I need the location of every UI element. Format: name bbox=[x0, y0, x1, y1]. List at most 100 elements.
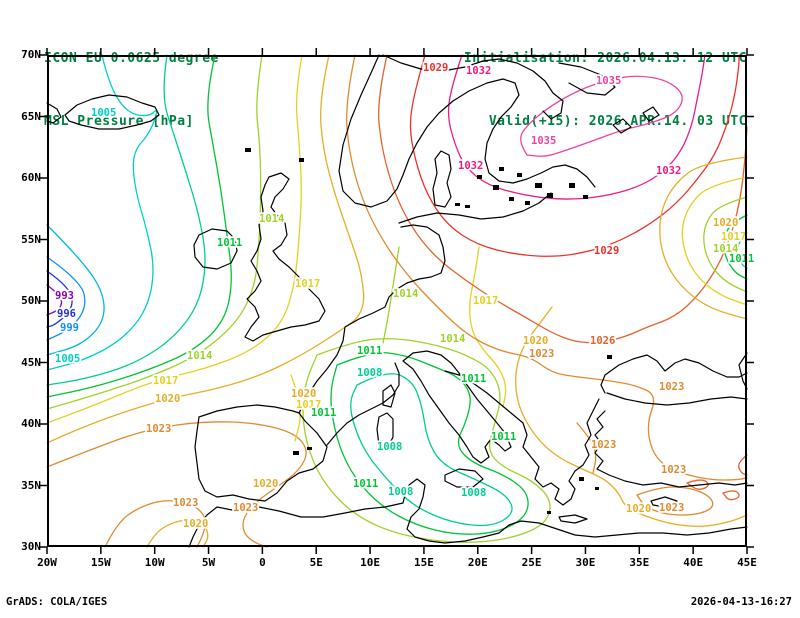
contour-line-1026 bbox=[378, 54, 748, 344]
lat-tick-label: 55N bbox=[21, 232, 41, 246]
contour-label: 1026 bbox=[590, 335, 615, 347]
contour-line-1035 bbox=[520, 75, 683, 157]
contour-label: 1011 bbox=[491, 431, 516, 443]
contour-label: 1014 bbox=[393, 288, 418, 300]
contour-label: 1008 bbox=[461, 487, 486, 499]
contour-line-1026 bbox=[686, 479, 709, 490]
contour-label: 1008 bbox=[357, 367, 382, 379]
contour-label: 1017 bbox=[153, 375, 178, 387]
contour-label: 1020 bbox=[291, 388, 316, 400]
render-timestamp: 2026-04-13-16:27 bbox=[690, 596, 792, 608]
contour-label: 999 bbox=[60, 322, 79, 334]
lon-tick-label: 15E bbox=[413, 556, 434, 569]
contour-line-993 bbox=[46, 284, 63, 316]
lon-tick-label: 20E bbox=[467, 556, 488, 569]
contour-line-999 bbox=[46, 256, 86, 341]
contour-label: 1029 bbox=[594, 245, 619, 257]
contour-label: 1008 bbox=[377, 441, 402, 453]
model-title: ICON EU 0.0625 degree bbox=[44, 51, 219, 66]
contour-line-1011 bbox=[723, 214, 748, 280]
lon-tick-label: 10E bbox=[360, 556, 380, 569]
contour-label: 1011 bbox=[729, 253, 754, 265]
lon-tick-label: 5E bbox=[309, 556, 323, 569]
islands-specks bbox=[245, 148, 612, 514]
contour-line-1014 bbox=[46, 54, 263, 410]
map-border bbox=[47, 55, 747, 547]
contour-line-1008 bbox=[350, 373, 513, 527]
lon-tick-label: 40E bbox=[683, 556, 704, 569]
contour-label: 1017 bbox=[721, 231, 746, 243]
contour-label: 1032 bbox=[458, 160, 483, 172]
coastline bbox=[46, 54, 748, 548]
contour-line-1017 bbox=[681, 176, 748, 306]
contour-line-1026 bbox=[722, 490, 740, 501]
contour-label: 1020 bbox=[155, 393, 180, 405]
contour-label: 1023 bbox=[659, 381, 684, 393]
contour-label: 1032 bbox=[656, 165, 681, 177]
contour-line-1020 bbox=[515, 306, 748, 527]
contour-line-1014 bbox=[302, 338, 551, 543]
contour-label: 1014 bbox=[187, 350, 212, 362]
contour-line-1023 bbox=[636, 486, 714, 516]
contour-label: 1020 bbox=[253, 478, 278, 490]
contour-label: 1020 bbox=[523, 335, 548, 347]
lon-tick-label: 45E bbox=[737, 556, 757, 569]
contour-label: 1011 bbox=[217, 237, 242, 249]
contour-label: 996 bbox=[57, 308, 76, 320]
contour-line-1008 bbox=[737, 232, 748, 269]
contour-line-1014 bbox=[382, 246, 400, 344]
axis-ticks-layer bbox=[40, 48, 754, 554]
lon-tick-label: 5W bbox=[201, 556, 216, 569]
lon-tick-label: 15W bbox=[90, 556, 111, 569]
contour-label: 1011 bbox=[353, 478, 378, 490]
contour-line-1020 bbox=[146, 519, 209, 548]
contour-label: 1014 bbox=[259, 213, 284, 225]
contour-line-1023 bbox=[346, 54, 748, 481]
lat-tick-label: 45N bbox=[21, 355, 41, 369]
lat-tick-label: 65N bbox=[21, 109, 41, 123]
lat-tick-label: 60N bbox=[21, 171, 41, 184]
contour-label: 1023 bbox=[173, 497, 198, 509]
contour-label: 993 bbox=[55, 290, 74, 302]
contour-label: 1014 bbox=[440, 333, 465, 345]
lat-tick-label: 70N bbox=[21, 48, 41, 61]
lat-tick-label: 30N bbox=[21, 540, 41, 553]
contour-line-996 bbox=[46, 270, 73, 328]
contour-label: 1023 bbox=[659, 502, 684, 514]
contour-line-1023 bbox=[46, 421, 307, 548]
coastline-layer bbox=[46, 54, 748, 548]
contour-label: 1035 bbox=[596, 75, 621, 87]
lat-tick-label: 40N bbox=[21, 417, 41, 430]
contour-label: 1020 bbox=[713, 217, 738, 229]
field-title: MSL Pressure [hPa] bbox=[44, 114, 194, 129]
grads-credit: GrADS: COLA/IGES bbox=[6, 596, 108, 608]
contour-line-1026 bbox=[738, 454, 748, 476]
contour-label: 1023 bbox=[529, 348, 554, 360]
contour-label: 1023 bbox=[591, 439, 616, 451]
lon-tick-label: 30E bbox=[575, 556, 596, 569]
contour-label: 1011 bbox=[461, 373, 486, 385]
contour-label: 1008 bbox=[388, 486, 413, 498]
contour-line-1014 bbox=[703, 196, 748, 293]
contour-line-1017 bbox=[46, 54, 303, 424]
contour-label: 1017 bbox=[473, 295, 498, 307]
contour-label: 1020 bbox=[183, 518, 208, 530]
contour-line-1002 bbox=[46, 224, 105, 356]
contour-label: 1014 bbox=[713, 243, 738, 255]
contour-line-1032 bbox=[447, 54, 706, 200]
contour-line-1011 bbox=[330, 352, 529, 535]
contour-lines-layer bbox=[46, 54, 748, 548]
contour-label: 1011 bbox=[311, 407, 336, 419]
contour-label: 1011 bbox=[357, 345, 382, 357]
contour-label: 1020 bbox=[626, 503, 651, 515]
map-frame: 1005 993 996 999 1005 1014 1017 1020 1023 1023 102… bbox=[21, 48, 757, 569]
contour-label: 1035 bbox=[531, 135, 556, 147]
contour-line-1005 bbox=[46, 54, 158, 371]
contour-line-1023 bbox=[576, 422, 597, 474]
contour-line-1011 bbox=[46, 54, 232, 398]
contour-label: 1005 bbox=[55, 353, 80, 365]
contour-line-1008 bbox=[46, 54, 206, 386]
